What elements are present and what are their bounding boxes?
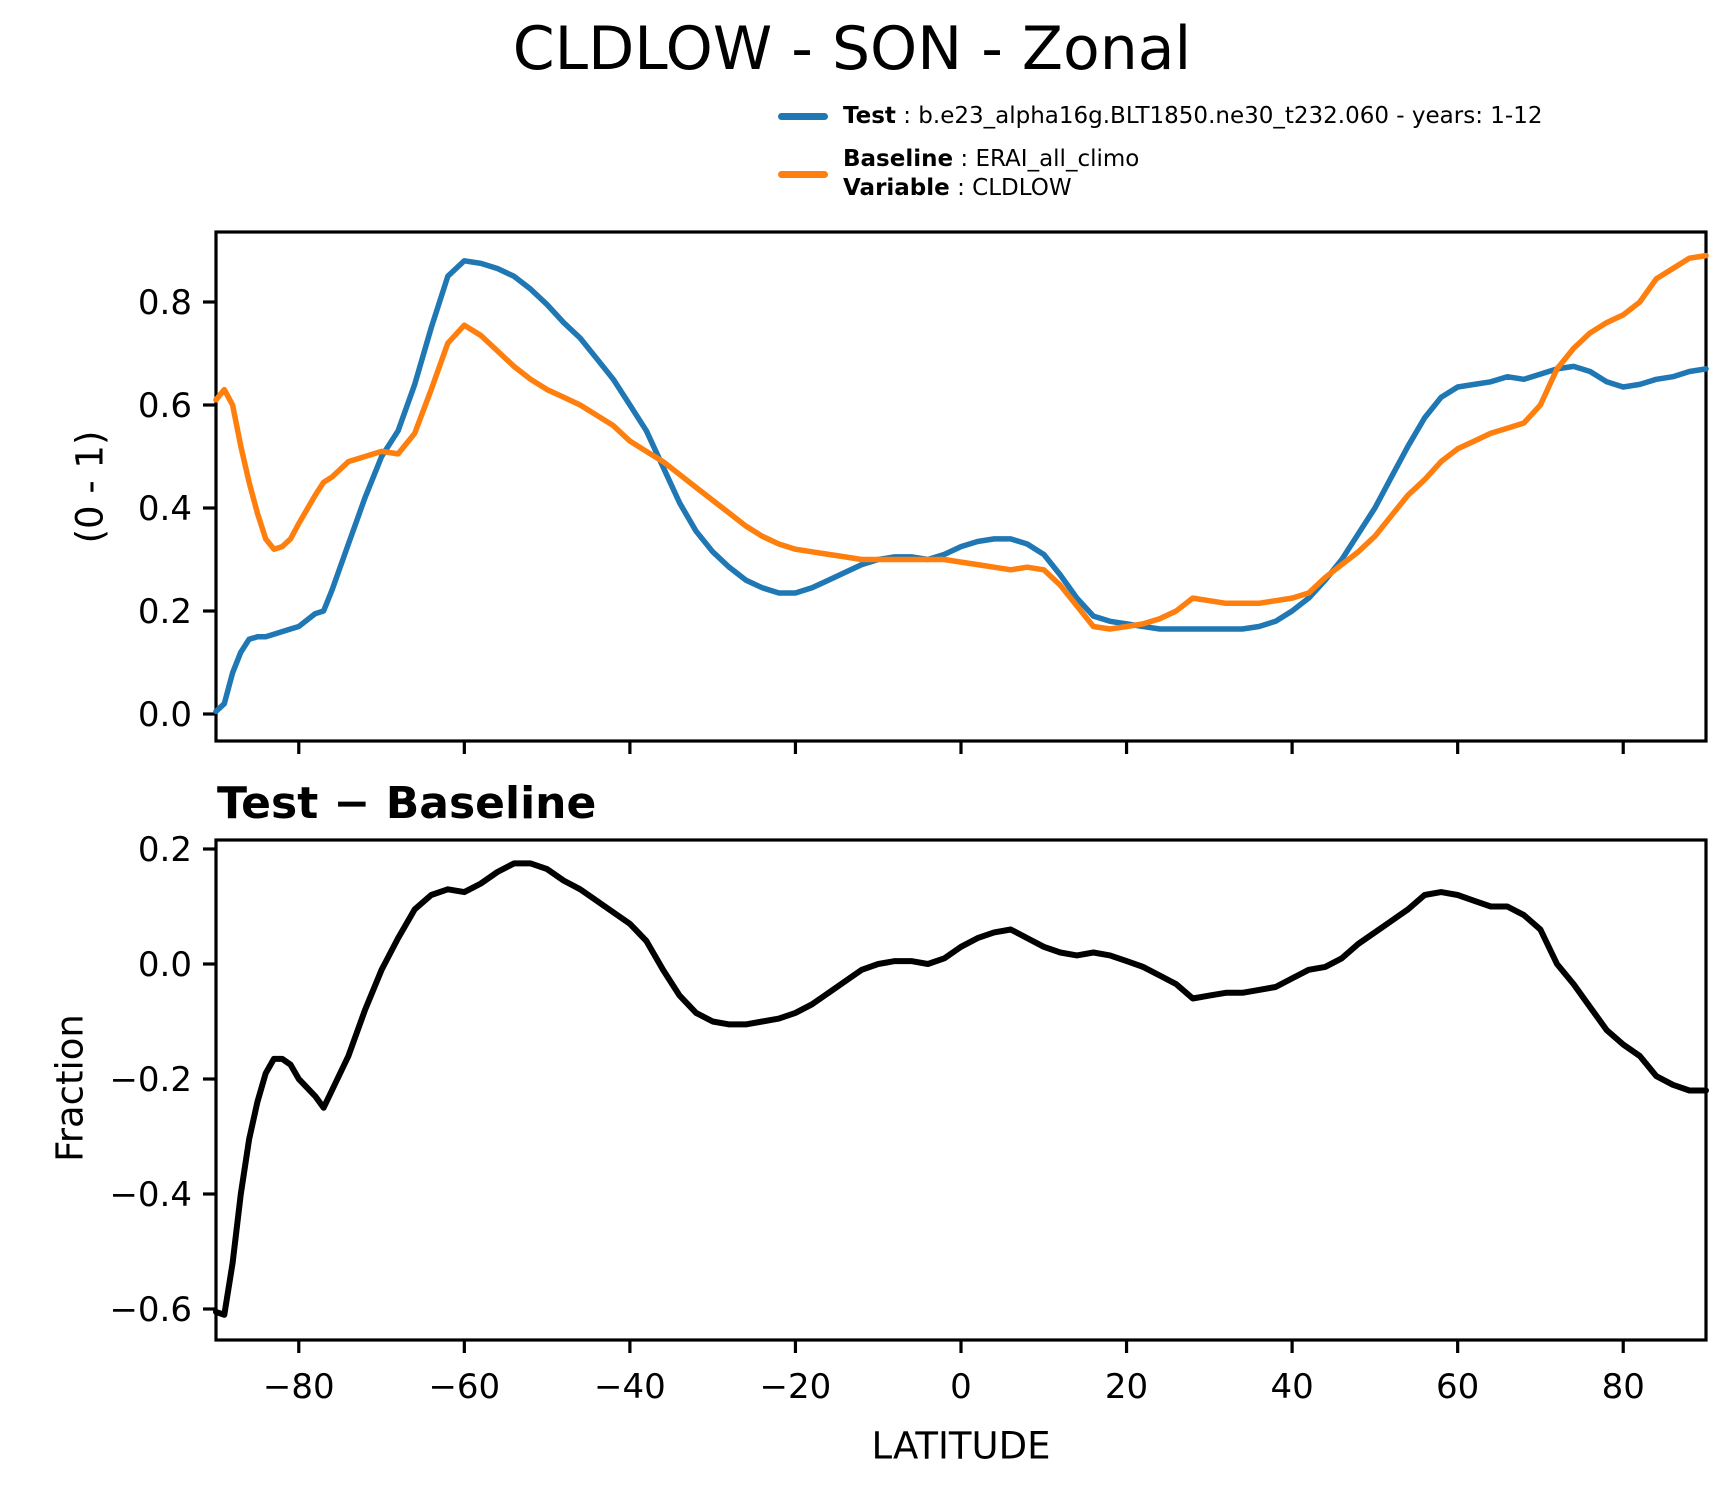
bottom-chart-frame: [214, 838, 1708, 1342]
x-tick-label: −80: [263, 1367, 335, 1407]
bottom-y-axis-label: Fraction: [48, 1014, 92, 1162]
x-tick-label: 20: [1105, 1367, 1148, 1407]
legend-value-variable: CLDLOW: [972, 175, 1072, 201]
legend-value-baseline: ERAI_all_climo: [975, 146, 1140, 172]
series-line-test-baseline: [213, 860, 1709, 1318]
y-tick-label: 0.2: [138, 592, 192, 632]
y-tick-label: 0.8: [138, 283, 192, 323]
legend-variable-line: Variable : CLDLOW: [843, 175, 1072, 201]
legend-entry-test: Test : b.e23_alpha16g.BLT1850.ne30_t232.…: [778, 102, 1542, 131]
x-tick-label: 80: [1602, 1367, 1645, 1407]
top-y-axis-label: (0 - 1): [68, 430, 112, 544]
x-tick-label: −20: [760, 1367, 832, 1407]
x-tick-label: 40: [1270, 1367, 1313, 1407]
legend-key-variable: Variable: [843, 175, 950, 201]
x-tick-label: −40: [594, 1367, 666, 1407]
x-tick-label: 0: [950, 1367, 972, 1407]
legend-baseline-line: Baseline : ERAI_all_climo: [843, 146, 1139, 172]
y-tick-label: −0.4: [109, 1175, 192, 1215]
test-line-swatch: [778, 113, 828, 120]
x-tick-label: 60: [1436, 1367, 1479, 1407]
legend-key-baseline: Baseline: [843, 146, 954, 172]
legend-key-test: Test: [843, 103, 896, 129]
legend-label-test: Test : b.e23_alpha16g.BLT1850.ne30_t232.…: [843, 102, 1542, 131]
y-tick-label: −0.6: [109, 1290, 192, 1330]
y-tick-label: 0.2: [138, 830, 192, 870]
y-tick-label: −0.2: [109, 1060, 192, 1100]
x-axis-label: LATITUDE: [871, 1424, 1051, 1468]
top-chart: 0.0 0.2 0.4 0.6 0.8: [138, 230, 1709, 754]
figure-title: CLDLOW - SON - Zonal: [512, 14, 1192, 84]
legend-label-baseline: Baseline : ERAI_all_climo Variable : CLD…: [843, 145, 1139, 203]
legend-separator: :: [953, 146, 976, 172]
series-line-baseline: [213, 252, 1709, 632]
y-tick-label: 0.6: [138, 386, 192, 426]
difference-panel-title: Test − Baseline: [217, 778, 597, 829]
legend-entry-baseline: Baseline : ERAI_all_climo Variable : CLD…: [778, 145, 1542, 203]
legend: Test : b.e23_alpha16g.BLT1850.ne30_t232.…: [778, 102, 1542, 217]
bottom-chart: 0.2 0.0 −0.2 −0.4 −0.6 −80 −60 −40 −20 0 20 40 60 80: [109, 830, 1709, 1407]
y-tick-label: 0.4: [138, 489, 192, 529]
x-tick-label: −60: [428, 1367, 500, 1407]
legend-value-test: b.e23_alpha16g.BLT1850.ne30_t232.060 - y…: [918, 103, 1543, 129]
series-line-test: [213, 258, 1709, 715]
legend-separator: :: [949, 175, 973, 201]
y-tick-label: 0.0: [138, 945, 192, 985]
y-tick-label: 0.0: [138, 695, 192, 735]
legend-separator: :: [895, 103, 919, 129]
baseline-line-swatch: [778, 170, 828, 178]
